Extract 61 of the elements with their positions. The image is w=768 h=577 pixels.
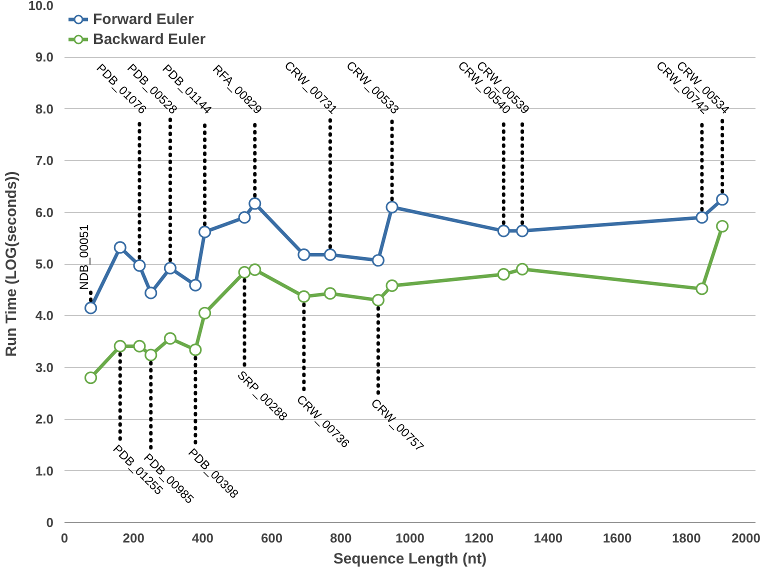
point bbox=[372, 254, 385, 267]
point bbox=[133, 259, 146, 272]
y-tick-label: 3.0 bbox=[35, 360, 54, 375]
point bbox=[189, 344, 202, 356]
legend-label: Backward Euler bbox=[93, 30, 206, 48]
point bbox=[386, 200, 398, 214]
y-tick-label: 6.0 bbox=[35, 204, 54, 220]
point bbox=[248, 263, 262, 276]
x-axis-title: Sequence Length (nt) bbox=[333, 550, 487, 568]
point bbox=[114, 241, 126, 254]
point bbox=[84, 302, 98, 314]
point bbox=[84, 371, 98, 384]
point bbox=[198, 306, 212, 320]
point bbox=[516, 262, 529, 276]
x-tick-label: 2000 bbox=[732, 530, 760, 546]
x-tick-label: 400 bbox=[192, 530, 214, 546]
y-tick-label: 10.0 bbox=[28, 0, 54, 13]
point bbox=[716, 220, 729, 233]
annotation: NDB_00051 bbox=[76, 224, 91, 290]
point bbox=[372, 294, 385, 306]
y-tick-label: 4.0 bbox=[35, 308, 54, 324]
point bbox=[298, 290, 310, 303]
point bbox=[189, 278, 202, 292]
point bbox=[164, 262, 177, 274]
point bbox=[144, 348, 158, 362]
point bbox=[238, 211, 251, 224]
point bbox=[716, 193, 729, 206]
point bbox=[114, 340, 126, 352]
point bbox=[133, 340, 146, 352]
x-tick-label: 1600 bbox=[602, 530, 632, 546]
point bbox=[198, 226, 212, 238]
y-axis-title: Run Time (LOG(seconds)) bbox=[3, 171, 20, 357]
x-tick-label: 1800 bbox=[672, 530, 701, 546]
y-tick-label: 0 bbox=[46, 515, 54, 530]
point bbox=[238, 266, 251, 279]
x-tick-label: 200 bbox=[122, 530, 144, 546]
point bbox=[497, 268, 510, 281]
y-tick-label: 8.0 bbox=[35, 101, 54, 116]
x-tick-label: 1400 bbox=[534, 530, 563, 546]
y-tick-label: 1.0 bbox=[35, 463, 54, 478]
point bbox=[144, 286, 158, 300]
point bbox=[248, 197, 262, 210]
point bbox=[324, 287, 336, 300]
point bbox=[516, 224, 529, 238]
point bbox=[386, 279, 398, 292]
point bbox=[164, 332, 177, 345]
x-tick-label: 1000 bbox=[396, 530, 424, 546]
x-tick-label: 800 bbox=[330, 530, 352, 546]
y-tick-label: 5.0 bbox=[35, 256, 54, 272]
point bbox=[696, 282, 708, 296]
legend-label: Forward Euler bbox=[93, 10, 194, 28]
x-tick-label: 1200 bbox=[464, 530, 494, 546]
point bbox=[497, 224, 510, 238]
x-tick-label: 600 bbox=[260, 530, 283, 546]
point bbox=[696, 211, 708, 224]
y-tick-label: 9.0 bbox=[35, 50, 54, 65]
point bbox=[324, 248, 336, 261]
x-tick-label: 0 bbox=[60, 530, 68, 546]
y-tick-label: 7.0 bbox=[35, 153, 54, 168]
point bbox=[298, 248, 310, 261]
y-tick-label: 2.0 bbox=[35, 412, 54, 427]
